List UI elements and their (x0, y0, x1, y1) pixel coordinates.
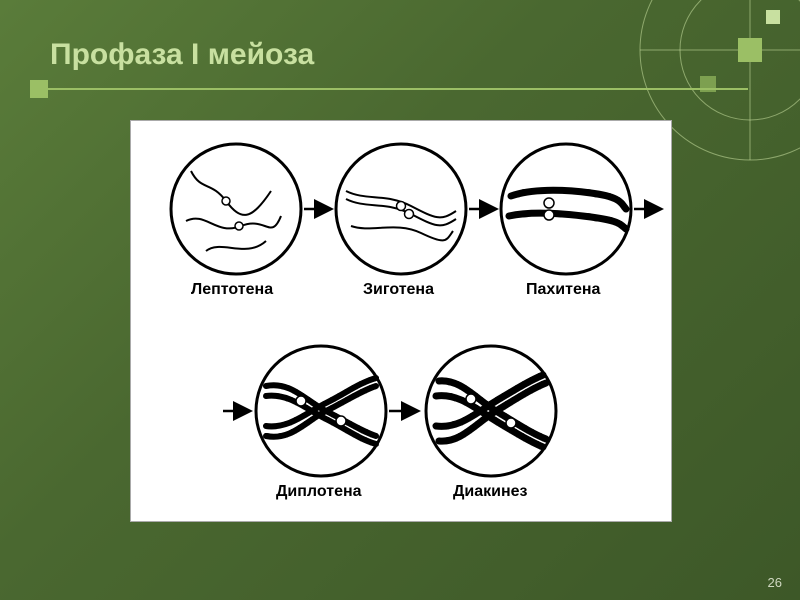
stage-leptotene (171, 144, 301, 274)
slide: Профаза I мейоза (0, 0, 800, 600)
label-leptotene: Лептотена (191, 281, 273, 299)
label-zygotene: Зиготена (363, 281, 434, 299)
title-underline (48, 88, 748, 90)
page-number: 26 (768, 575, 782, 590)
stage-pachytene (501, 144, 631, 274)
label-pachytene: Пахитена (526, 281, 600, 299)
slide-title: Профаза I мейоза (50, 38, 314, 72)
label-diplotene: Диплотена (276, 483, 362, 501)
stage-diplotene (256, 346, 386, 476)
prophase-figure: Лептотена Зиготена Пахитена Диплотена Ди… (130, 120, 672, 522)
title-accent-square (30, 80, 48, 98)
stage-diakinesis (426, 346, 556, 476)
prophase-svg (131, 121, 671, 521)
label-diakinesis: Диакинез (453, 483, 528, 501)
stage-zygotene (336, 144, 466, 274)
